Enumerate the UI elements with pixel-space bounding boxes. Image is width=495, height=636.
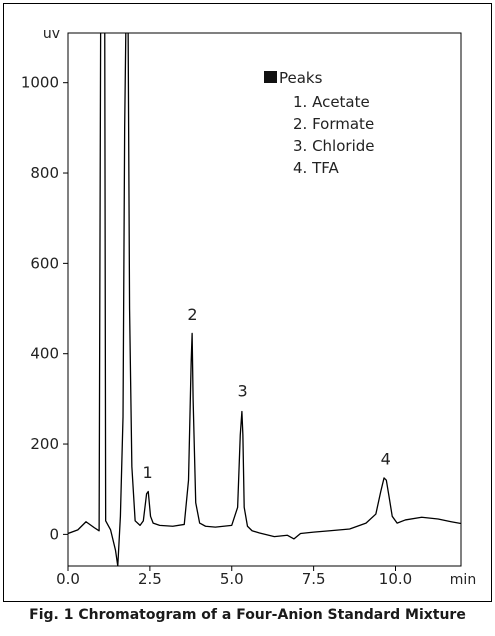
y-tick-label: 200: [30, 435, 59, 453]
plot-border: [67, 32, 462, 567]
figure-caption: Fig. 1 Chromatogram of a Four-Anion Stan…: [29, 607, 466, 623]
chromatogram-chart: 0 200 400 600 800 1000 0.0 2.5 5.0 7.5 10.0 uv mi…: [21, 26, 476, 588]
x-axis-label: min: [450, 572, 476, 588]
y-axis: 0 200 400 600 800 1000: [21, 74, 68, 543]
x-tick-label: 7.5: [302, 570, 326, 588]
y-tick-label: 800: [30, 164, 59, 182]
x-axis: 0.0 2.5 5.0 7.5 10.0: [56, 566, 412, 588]
y-tick-label: 400: [30, 345, 59, 363]
peak-label: 4: [381, 449, 391, 468]
legend-item: 3. Chloride: [293, 137, 375, 155]
x-tick-label: 10.0: [379, 570, 412, 588]
legend-item: 1. Acetate: [293, 93, 370, 111]
y-tick-label: 600: [30, 254, 59, 272]
y-tick-label: 0: [49, 525, 59, 543]
peak-label: 1: [142, 463, 152, 482]
chromatogram-trace-0: [68, 33, 461, 566]
y-axis-label: uv: [43, 26, 60, 42]
legend-item: 2. Formate: [293, 115, 374, 133]
x-tick-label: 0.0: [56, 570, 80, 588]
legend-swatch: [264, 71, 277, 83]
peak-label: 2: [187, 305, 197, 324]
legend: Peaks 1. Acetate 2. Formate 3. Chloride 4. …: [264, 69, 375, 177]
x-tick-label: 5.0: [220, 570, 244, 588]
legend-item: 4. TFA: [293, 159, 339, 177]
peak-labels: 1 2 3 4: [142, 305, 390, 482]
figure-frame: [3, 3, 492, 602]
peak-label: 3: [237, 382, 247, 401]
x-tick-label: 2.5: [138, 570, 162, 588]
y-tick-label: 1000: [21, 74, 59, 92]
plot-area: [67, 32, 462, 567]
legend-title: Peaks: [279, 69, 323, 87]
